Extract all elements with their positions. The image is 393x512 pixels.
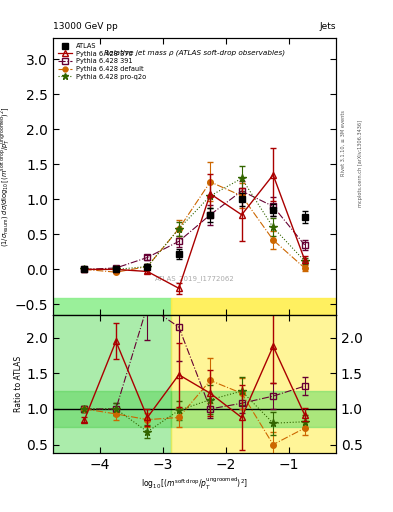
Bar xyxy=(53,298,171,315)
Text: mcplots.cern.ch [arXiv:1306.3436]: mcplots.cern.ch [arXiv:1306.3436] xyxy=(358,120,364,207)
Bar xyxy=(53,315,171,453)
Y-axis label: $(1/\sigma_{\rm resum})\ d\sigma/d\log_{10}[(m^{\rm soft\,drop}/p_T^{\rm ungroom: $(1/\sigma_{\rm resum})\ d\sigma/d\log_{… xyxy=(0,106,12,247)
Y-axis label: Ratio to ATLAS: Ratio to ATLAS xyxy=(15,356,24,412)
Text: Relative jet mass ρ (ATLAS soft-drop observables): Relative jet mass ρ (ATLAS soft-drop obs… xyxy=(104,50,285,56)
X-axis label: $\log_{10}[(m^{\rm soft\,drop}/p_T^{\rm ungroomed})^2]$: $\log_{10}[(m^{\rm soft\,drop}/p_T^{\rm … xyxy=(141,476,248,493)
Text: Jets: Jets xyxy=(320,23,336,32)
Bar xyxy=(171,315,336,453)
Text: Rivet 3.1.10, ≥ 3M events: Rivet 3.1.10, ≥ 3M events xyxy=(341,111,346,176)
Text: 13000 GeV pp: 13000 GeV pp xyxy=(53,23,118,32)
Bar xyxy=(171,391,336,427)
Text: ATLAS_2019_I1772062: ATLAS_2019_I1772062 xyxy=(155,275,234,282)
Bar xyxy=(53,391,171,427)
Bar xyxy=(171,298,336,315)
Legend: ATLAS, Pythia 6.428 370, Pythia 6.428 391, Pythia 6.428 default, Pythia 6.428 pr: ATLAS, Pythia 6.428 370, Pythia 6.428 39… xyxy=(56,42,147,81)
